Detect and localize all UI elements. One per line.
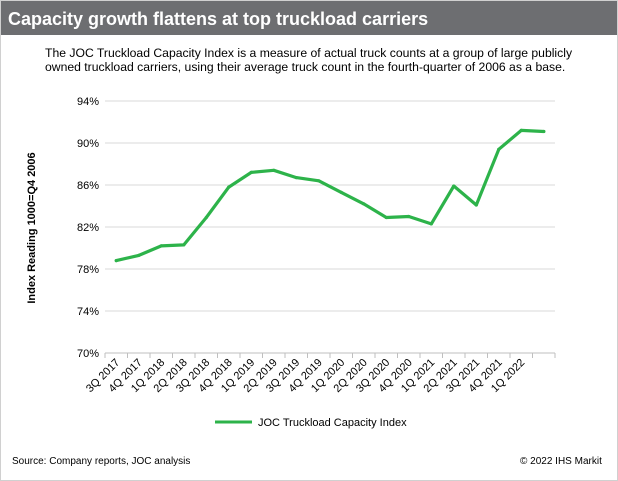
chart-title: Capacity growth flattens at top truckloa…: [8, 9, 429, 29]
source-note: Source: Company reports, JOC analysis: [12, 456, 191, 467]
y-tick-label: 90%: [77, 138, 99, 150]
series-layer: [114, 128, 546, 263]
data-point: [339, 190, 343, 194]
series-line: [114, 128, 546, 263]
data-point: [182, 243, 186, 247]
data-point: [519, 128, 523, 132]
y-tick-label: 78%: [77, 264, 99, 276]
axes: [104, 352, 556, 358]
data-point: [294, 176, 298, 180]
data-point: [474, 203, 478, 207]
data-point: [249, 170, 253, 174]
y-axis-label: Index Reading 1000=Q4 2006: [26, 152, 38, 303]
data-point: [204, 215, 208, 220]
data-point: [497, 147, 501, 151]
data-point: [137, 253, 141, 257]
y-tick-label: 86%: [77, 180, 99, 192]
y-tick-labels: 70% 74% 78% 82% 86% 90% 94%: [77, 96, 99, 360]
title-bar: Capacity growth flattens at top truckloa…: [1, 1, 617, 35]
copyright-note: © 2022 IHS Markit: [520, 456, 602, 467]
y-tick-label: 74%: [77, 306, 99, 318]
y-tick-label: 94%: [77, 96, 99, 108]
y-tick-label: 70%: [77, 348, 99, 360]
data-point: [227, 185, 231, 189]
data-point: [542, 129, 546, 134]
data-point: [362, 202, 366, 206]
chart-subtitle: The JOC Truckload Capacity Index is a me…: [45, 46, 573, 74]
data-point: [429, 222, 433, 226]
data-point: [407, 214, 411, 219]
gridlines: [105, 100, 555, 312]
data-point: [317, 179, 321, 183]
data-point: [159, 244, 163, 248]
y-tick-label: 82%: [77, 222, 99, 234]
data-point: [384, 215, 388, 220]
data-point: [452, 184, 456, 188]
data-point: [272, 168, 276, 172]
legend: JOC Truckload Capacity Index: [215, 417, 407, 429]
legend-label: JOC Truckload Capacity Index: [258, 417, 407, 429]
data-point: [114, 259, 118, 263]
